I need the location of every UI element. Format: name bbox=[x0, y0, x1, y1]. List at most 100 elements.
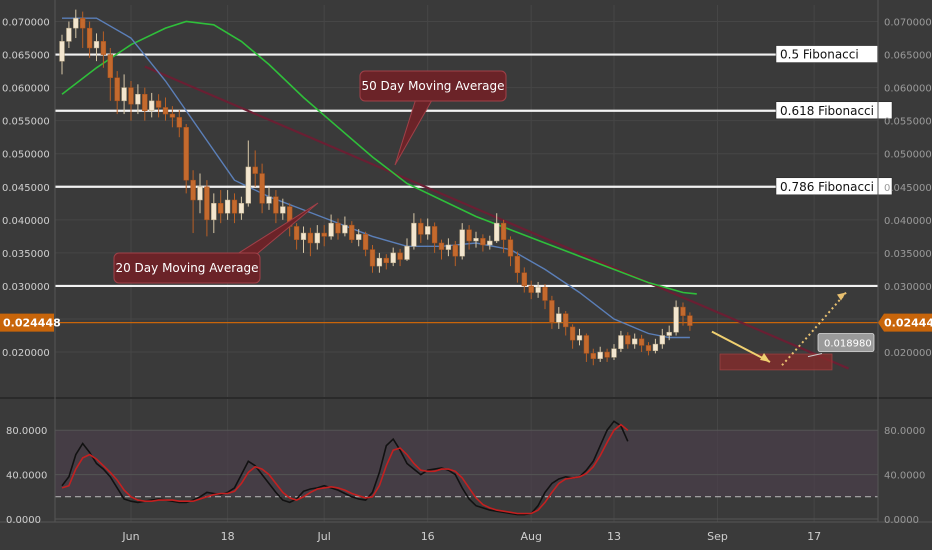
candle-body bbox=[245, 166, 251, 204]
y-tick-label: 0.070000 bbox=[2, 18, 50, 29]
candle-body bbox=[680, 306, 686, 316]
candle-body bbox=[114, 77, 120, 102]
candle-body bbox=[542, 287, 548, 301]
fibonacci-label: 0.786 Fibonacci bbox=[780, 180, 874, 194]
candle-body bbox=[611, 348, 617, 358]
ma50-callout-box bbox=[359, 70, 507, 102]
candle-body bbox=[673, 306, 679, 333]
y-tick-label-right: 0.050000 bbox=[884, 150, 932, 161]
fibonacci-label-box bbox=[775, 101, 893, 120]
candle-body bbox=[390, 252, 396, 264]
candle-body bbox=[59, 41, 65, 62]
stochastic-panel-background bbox=[55, 429, 878, 520]
candle-body bbox=[211, 203, 217, 221]
candle-body bbox=[576, 335, 583, 341]
y-tick-label: 0.040000 bbox=[2, 216, 50, 227]
y-tick-label-right: 0.020000 bbox=[884, 348, 932, 359]
candle-body bbox=[307, 232, 314, 244]
candles bbox=[59, 9, 693, 366]
candle-body bbox=[266, 196, 272, 204]
y-tick-label-right: 0.035000 bbox=[884, 249, 932, 260]
ma20-line bbox=[62, 17, 690, 339]
candle-body bbox=[466, 229, 472, 242]
y-tick-label-right: 0.040000 bbox=[884, 216, 932, 227]
ma20-callout-box bbox=[113, 252, 261, 284]
candle-body bbox=[445, 244, 452, 250]
candle-body bbox=[252, 166, 258, 174]
callouts: 50 Day Moving Average 20 Day Moving Avera… bbox=[113, 70, 507, 284]
candle-body bbox=[597, 351, 603, 359]
stochastic-tick-label-right: 0.0000 bbox=[884, 515, 919, 526]
stochastic-lines bbox=[61, 420, 629, 516]
candle-body bbox=[369, 249, 376, 267]
stochastic-band bbox=[55, 430, 878, 497]
candle-body bbox=[459, 229, 465, 257]
projection-arrowhead-down bbox=[760, 352, 770, 362]
stochastic-tick-label: 40.0000 bbox=[6, 471, 47, 482]
y-tick-label: 0.060000 bbox=[2, 84, 50, 95]
candle-body bbox=[549, 300, 555, 323]
x-tick-label: 18 bbox=[221, 530, 235, 543]
candle-body bbox=[425, 226, 431, 235]
candle-body bbox=[273, 196, 279, 214]
x-tick-label: 13 bbox=[607, 530, 621, 543]
candle-body bbox=[93, 41, 100, 49]
projection-arrow-down bbox=[711, 330, 771, 363]
y-tick-label: 0.055000 bbox=[2, 117, 50, 128]
candle-body bbox=[411, 222, 417, 247]
candle-body bbox=[314, 232, 320, 244]
candle-body bbox=[652, 343, 659, 351]
candle-body bbox=[142, 93, 148, 112]
candle-body bbox=[563, 313, 569, 328]
candle-body bbox=[135, 93, 141, 105]
candle-body bbox=[86, 27, 93, 49]
fibonacci-label: 0.5 Fibonacci bbox=[780, 48, 859, 62]
target-label: 0.018980 bbox=[824, 338, 872, 349]
candle-body bbox=[687, 315, 693, 326]
x-tick-label: Sep bbox=[707, 530, 728, 543]
candle-body bbox=[638, 338, 645, 346]
candle-body bbox=[514, 255, 521, 273]
price-tag-right-bg bbox=[878, 313, 932, 332]
candle-body bbox=[280, 206, 286, 214]
candle-body bbox=[73, 17, 79, 29]
candle-body bbox=[583, 335, 590, 354]
candle-body bbox=[176, 117, 182, 128]
candle-body bbox=[494, 222, 500, 242]
x-tick-label: 17 bbox=[807, 530, 821, 543]
candle-body bbox=[80, 17, 86, 29]
candle-body bbox=[556, 313, 562, 323]
candle-body bbox=[507, 239, 514, 257]
candle-body bbox=[618, 335, 624, 349]
moving-averages bbox=[61, 17, 697, 339]
target-zone bbox=[719, 353, 833, 371]
candle-body bbox=[224, 199, 231, 214]
candle-body bbox=[204, 186, 210, 221]
candle-body bbox=[397, 252, 403, 260]
candle-body bbox=[521, 272, 527, 287]
candle-body bbox=[569, 326, 576, 341]
price-tag-left-bg bbox=[0, 313, 54, 332]
x-tick-label: 16 bbox=[421, 530, 435, 543]
projection: 0.018980 bbox=[711, 291, 875, 371]
stochastic-tick-label: 80.0000 bbox=[6, 426, 47, 437]
candle-body bbox=[362, 234, 369, 250]
price-tag-left: 0.024448 bbox=[3, 317, 61, 330]
candle-body bbox=[238, 203, 245, 214]
ma20-callout-text: 20 Day Moving Average bbox=[115, 261, 258, 275]
candle-body bbox=[473, 238, 479, 242]
candle-body bbox=[659, 335, 665, 345]
projection-arrowhead-up bbox=[837, 292, 846, 301]
y-tick-label-right: 0.070000 bbox=[884, 18, 932, 29]
candle-body bbox=[604, 351, 610, 358]
y-tick-label-right: 0.045000 bbox=[884, 183, 932, 194]
candle-body bbox=[121, 87, 127, 102]
candle-body bbox=[418, 222, 424, 235]
candle-body bbox=[625, 335, 631, 345]
candle-body bbox=[259, 173, 265, 204]
candle-body bbox=[528, 285, 534, 293]
x-tick-label: Aug bbox=[520, 530, 541, 543]
ma50-callout-text: 50 Day Moving Average bbox=[361, 79, 504, 93]
candle-body bbox=[169, 113, 176, 118]
